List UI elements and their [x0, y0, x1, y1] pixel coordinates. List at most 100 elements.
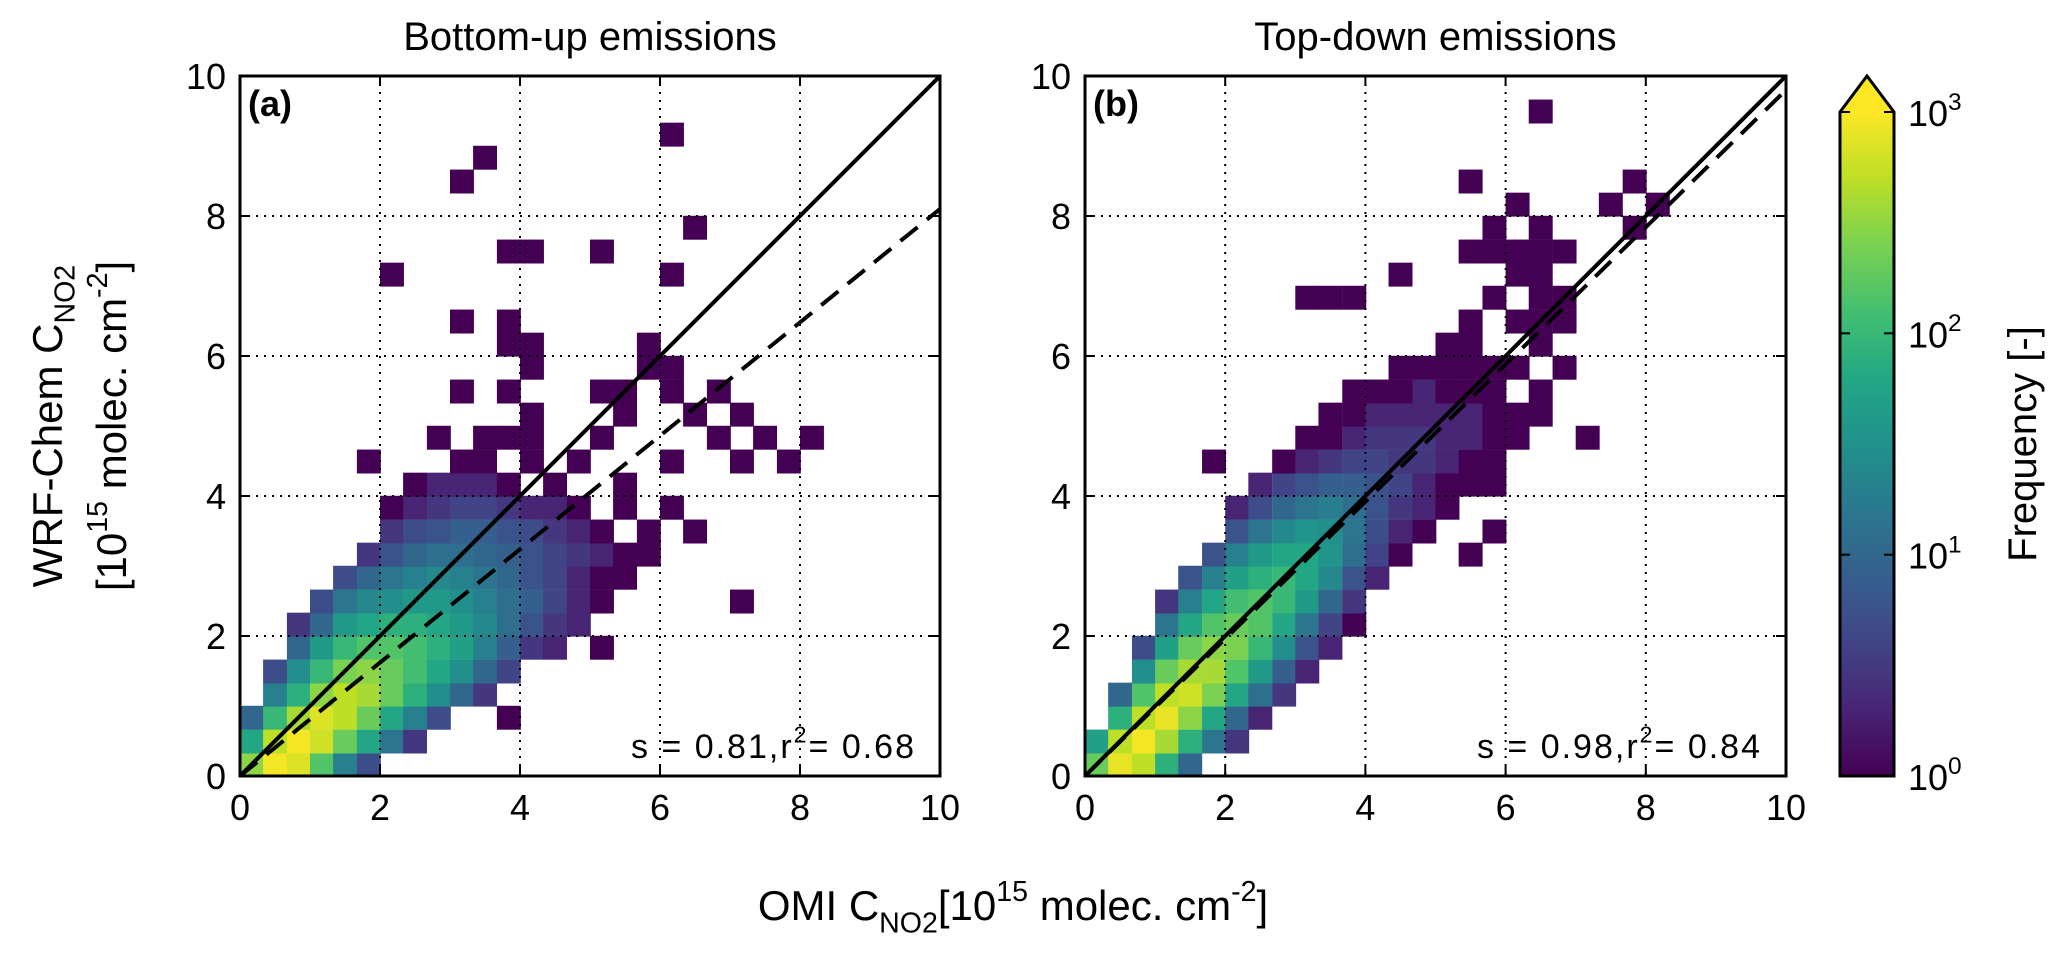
- hist-cell: [310, 612, 334, 637]
- text-part: ]: [1256, 882, 1268, 929]
- hist-cell: [660, 262, 684, 287]
- hist-cell: [1225, 589, 1250, 614]
- hist-cell: [1272, 682, 1297, 707]
- x-tick-label: 10: [1766, 787, 1806, 828]
- hist-cell: [1178, 705, 1203, 730]
- hist-cell: [1482, 239, 1507, 264]
- colorbar-tick-label: 101: [1908, 531, 1962, 576]
- hist-cell: [403, 542, 428, 567]
- y-tick-label: 2: [1051, 616, 1071, 657]
- text-part: [10: [88, 533, 135, 591]
- hist-cell: [1131, 682, 1156, 707]
- hist-cell: [1295, 495, 1320, 520]
- hist-cell: [1318, 589, 1343, 614]
- hist-cell: [1482, 402, 1507, 427]
- hist-cell: [333, 682, 358, 707]
- y-tick-label: 0: [206, 756, 226, 797]
- hist-cell: [1342, 472, 1367, 497]
- hist-cell: [380, 729, 404, 754]
- x-tick-label: 4: [1355, 787, 1375, 828]
- hist-cell: [1202, 542, 1227, 567]
- hist-cell: [590, 542, 614, 567]
- hist-cell: [1295, 425, 1320, 450]
- hist-cell: [660, 379, 684, 404]
- hist-cell: [473, 589, 498, 614]
- hist-cell: [1505, 262, 1530, 287]
- colorbar-tick-label: 100: [1908, 753, 1962, 798]
- hist-cell: [403, 705, 428, 730]
- hist-cell: [496, 635, 521, 660]
- hist-cell: [286, 635, 311, 660]
- hist-cell: [333, 612, 358, 637]
- hist-cell: [590, 425, 614, 450]
- hist-cell: [1482, 379, 1507, 404]
- x-tick-label: 2: [1215, 787, 1235, 828]
- x-tick-label: 0: [230, 787, 250, 828]
- hist-cell: [333, 705, 358, 730]
- hist-cell: [566, 589, 591, 614]
- hist-cell: [683, 215, 708, 240]
- hist-cell: [1365, 379, 1390, 404]
- hist-cell: [1528, 239, 1553, 264]
- hist-cell: [1272, 635, 1297, 660]
- x-tick-label: 8: [790, 787, 810, 828]
- hist-cell: [496, 589, 521, 614]
- text-part: 15: [996, 876, 1028, 908]
- one-to-one-line: [1083, 74, 1788, 778]
- hist-cell: [1225, 519, 1250, 544]
- hist-cell: [380, 635, 404, 660]
- hist-cell: [426, 495, 451, 520]
- hist-cell: [613, 495, 638, 520]
- hist-cell: [426, 425, 451, 450]
- hist-cell: [1225, 635, 1250, 660]
- fit-annotation: s = 0.98,r2= 0.84: [1477, 722, 1762, 766]
- y-tick-label: 0: [1051, 756, 1071, 797]
- text-part: 1: [1948, 531, 1962, 558]
- hist-cell: [496, 519, 521, 544]
- hist-cell: [450, 169, 474, 194]
- hist-cell: [590, 565, 614, 590]
- text-part: r: [780, 728, 793, 766]
- hist-cell: [1412, 355, 1437, 380]
- hist-cell: [1342, 612, 1367, 637]
- hist-cell: [1342, 425, 1367, 450]
- hist-cell: [496, 239, 521, 264]
- hist-cell: [1365, 519, 1390, 544]
- hist-cell: [450, 612, 474, 637]
- hist-cell: [520, 495, 544, 520]
- hist-cell: [426, 589, 451, 614]
- hist-cell: [450, 635, 474, 660]
- y-tick-label: 6: [1051, 336, 1071, 377]
- text-part: -2: [1231, 876, 1256, 908]
- hist-cell: [1178, 752, 1203, 777]
- y-tick-label: 6: [206, 336, 226, 377]
- hist-cell: [1178, 682, 1203, 707]
- hist-cell: [1225, 705, 1250, 730]
- text-part: OMI C: [758, 882, 879, 929]
- hist-cell: [1318, 635, 1343, 660]
- hist-cell: [1412, 402, 1437, 427]
- hist-cell: [520, 612, 544, 637]
- text-part: 10: [1908, 757, 1948, 798]
- hist-cell: [730, 589, 754, 614]
- text-part: -2: [82, 273, 114, 298]
- hist-cell: [660, 122, 684, 147]
- hist-cell: [1225, 495, 1250, 520]
- hist-cell: [1388, 542, 1413, 567]
- hist-cell: [1342, 449, 1367, 474]
- hist-cell: [543, 565, 568, 590]
- text-part: NO: [50, 281, 82, 324]
- hist-cell: [590, 635, 614, 660]
- axes-frame: [238, 74, 942, 778]
- hist-cell: [380, 565, 404, 590]
- hist-cell: [473, 449, 498, 474]
- hist-cell: [520, 519, 544, 544]
- hist-cell: [1225, 682, 1250, 707]
- hist-cell: [1248, 542, 1273, 567]
- y-tick-label: 4: [206, 476, 226, 517]
- hist-cell: [1272, 659, 1297, 684]
- hist-cell: [1388, 425, 1413, 450]
- hist-cell: [496, 659, 521, 684]
- hist-cell: [1505, 402, 1530, 427]
- text-part: molec. cm: [88, 298, 135, 501]
